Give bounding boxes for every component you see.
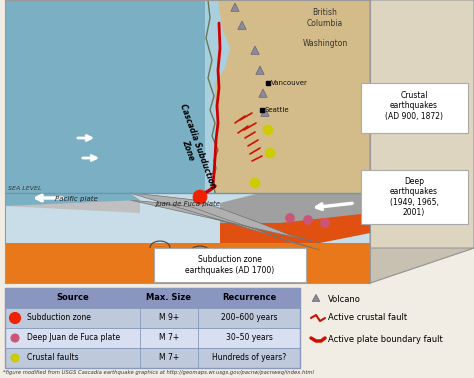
Bar xyxy=(5,288,300,368)
Circle shape xyxy=(263,125,273,135)
Bar xyxy=(5,243,370,283)
Circle shape xyxy=(11,354,19,362)
Text: M 7+: M 7+ xyxy=(159,353,179,363)
Bar xyxy=(5,288,300,308)
Text: Crustal faults: Crustal faults xyxy=(27,353,79,363)
Text: M 9+: M 9+ xyxy=(159,313,179,322)
Text: Hundreds of years?: Hundreds of years? xyxy=(212,353,286,363)
Circle shape xyxy=(9,313,20,324)
Circle shape xyxy=(285,214,294,223)
Bar xyxy=(5,348,300,368)
Text: Subduction zone
earthquakes (AD 1700): Subduction zone earthquakes (AD 1700) xyxy=(185,255,274,275)
Polygon shape xyxy=(5,248,474,283)
Text: Max. Size: Max. Size xyxy=(146,293,191,302)
Text: Crustal
earthquakes
(AD 900, 1872): Crustal earthquakes (AD 900, 1872) xyxy=(385,91,443,121)
Text: Vancouver: Vancouver xyxy=(271,80,308,86)
Polygon shape xyxy=(5,193,140,206)
Text: Juan de Fuca plate: Juan de Fuca plate xyxy=(155,201,220,207)
Text: Pacific plate: Pacific plate xyxy=(55,196,98,202)
Text: Deep Juan de Fuca plate: Deep Juan de Fuca plate xyxy=(27,333,120,342)
Text: SEA LEVEL: SEA LEVEL xyxy=(8,186,42,191)
Polygon shape xyxy=(220,193,370,243)
FancyBboxPatch shape xyxy=(361,170,468,224)
Polygon shape xyxy=(5,193,140,213)
Polygon shape xyxy=(370,0,474,283)
Text: Recurrence: Recurrence xyxy=(222,293,276,302)
Text: Subduction zone: Subduction zone xyxy=(27,313,91,322)
Polygon shape xyxy=(231,3,239,11)
Text: Deep
earthquakes
(1949, 1965,
2001): Deep earthquakes (1949, 1965, 2001) xyxy=(390,177,438,217)
Polygon shape xyxy=(220,193,370,223)
Text: Source: Source xyxy=(56,293,89,302)
Text: British
Columbia: British Columbia xyxy=(307,8,343,28)
Polygon shape xyxy=(5,0,205,193)
Polygon shape xyxy=(261,108,269,116)
Circle shape xyxy=(303,215,312,225)
Text: Washington: Washington xyxy=(302,39,347,48)
Polygon shape xyxy=(256,66,264,74)
Circle shape xyxy=(265,148,275,158)
Text: Cascadia Subduction
Zone: Cascadia Subduction Zone xyxy=(169,103,218,193)
Text: Active crustal fault: Active crustal fault xyxy=(328,313,407,322)
Text: *figure modified from USGS Cascadia earthquake graphics at http://geomaps.wr.usg: *figure modified from USGS Cascadia eart… xyxy=(3,370,314,375)
Bar xyxy=(5,0,370,283)
FancyBboxPatch shape xyxy=(154,248,306,282)
Polygon shape xyxy=(238,21,246,29)
Text: Active plate boundary fault: Active plate boundary fault xyxy=(328,336,443,344)
Text: 30–50 years: 30–50 years xyxy=(226,333,273,342)
Polygon shape xyxy=(205,0,370,193)
Polygon shape xyxy=(251,46,259,54)
Bar xyxy=(5,308,300,328)
Circle shape xyxy=(320,218,329,228)
Circle shape xyxy=(193,190,207,204)
Text: Seattle: Seattle xyxy=(265,107,290,113)
Polygon shape xyxy=(312,294,320,301)
Polygon shape xyxy=(205,0,230,193)
Text: Volcano: Volcano xyxy=(328,296,361,305)
Circle shape xyxy=(11,334,19,342)
Bar xyxy=(5,328,300,348)
Text: M 7+: M 7+ xyxy=(159,333,179,342)
Polygon shape xyxy=(205,0,225,68)
Polygon shape xyxy=(259,89,267,98)
FancyBboxPatch shape xyxy=(361,83,468,133)
Text: 200–600 years: 200–600 years xyxy=(221,313,277,322)
Polygon shape xyxy=(130,193,320,250)
Circle shape xyxy=(250,178,260,188)
